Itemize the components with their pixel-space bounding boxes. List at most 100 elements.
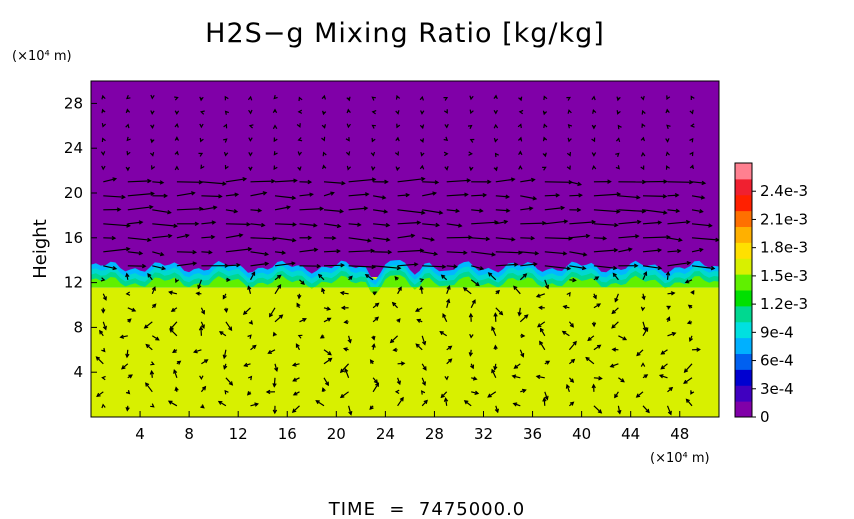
wind-arrow — [372, 195, 386, 199]
wind-arrow — [292, 405, 300, 413]
wind-arrow — [686, 399, 693, 407]
wind-arrow-head — [617, 409, 622, 415]
wind-arrow — [464, 400, 472, 407]
wind-arrow-head — [414, 307, 420, 312]
wind-arrow-head — [345, 151, 351, 157]
wind-arrow — [169, 328, 178, 337]
wind-arrow-head — [125, 353, 130, 359]
wind-arrow — [569, 251, 587, 256]
wind-arrow — [299, 223, 317, 227]
wind-arrow-head — [396, 265, 402, 271]
wind-arrow-head — [100, 151, 106, 156]
wind-arrow-head — [174, 96, 179, 101]
wind-arrow-head — [708, 223, 713, 228]
wind-arrow-head — [346, 96, 351, 102]
wind-arrow — [495, 263, 518, 267]
wind-arrow — [520, 195, 537, 200]
wind-arrow-head — [487, 179, 492, 185]
wind-arrow-head — [163, 193, 169, 199]
wind-arrow-head — [101, 122, 107, 128]
wind-arrow — [618, 195, 640, 199]
wind-arrow-head — [636, 195, 641, 200]
wind-arrow-head — [591, 124, 597, 130]
wind-arrow-head — [309, 192, 314, 197]
wind-arrow-head — [370, 248, 375, 254]
wind-arrow — [249, 272, 256, 281]
wind-arrow — [512, 375, 521, 379]
wind-arrow-head — [125, 246, 131, 252]
chart-title: H2S−g Mixing Ratio [kg/kg] — [205, 18, 605, 49]
wind-arrow-head — [374, 316, 380, 321]
wind-arrow-head — [271, 178, 276, 184]
wind-arrow-head — [419, 278, 425, 283]
wind-arrow-head — [400, 361, 406, 366]
wind-arrow-head — [614, 393, 619, 399]
wind-arrow-head — [313, 247, 319, 252]
wind-arrow-head — [493, 137, 499, 143]
wind-arrow-head — [432, 191, 438, 196]
wind-arrow-head — [614, 222, 619, 228]
wind-arrow — [471, 251, 495, 256]
colorbar-tick-label: 9e-4 — [760, 323, 794, 341]
wind-arrow-head — [321, 287, 326, 293]
wind-arrow-head — [701, 180, 707, 186]
wind-arrow-head — [126, 136, 131, 142]
wind-arrow — [274, 314, 283, 323]
wind-arrow-head — [292, 391, 298, 396]
wind-arrow-head — [297, 334, 303, 339]
y-axis-label: Height — [30, 219, 51, 279]
wind-arrow-head — [518, 96, 523, 102]
wind-arrow-head — [371, 96, 376, 101]
wind-arrow-head — [463, 400, 469, 405]
wind-arrow-head — [491, 326, 496, 331]
wind-arrow-head — [633, 263, 639, 268]
wind-arrow-head — [322, 164, 327, 170]
wind-arrow-head — [375, 382, 380, 387]
wind-arrow-head — [346, 108, 351, 114]
wind-arrow — [642, 221, 662, 225]
wind-arrow-head — [421, 381, 426, 387]
wind-arrow-head — [336, 248, 341, 254]
wind-arrow-head — [472, 376, 478, 381]
wind-arrow — [127, 237, 151, 241]
wind-arrow-head — [640, 95, 645, 101]
wind-arrow — [250, 209, 262, 212]
wind-arrow-head — [686, 320, 692, 325]
wind-arrow-head — [674, 193, 680, 198]
wind-arrow-head — [563, 219, 569, 224]
wind-arrow-head — [347, 338, 352, 344]
wind-arrow — [422, 209, 443, 214]
wind-arrow — [667, 181, 693, 183]
wind-arrow-head — [534, 251, 540, 256]
wind-arrow-head — [535, 293, 541, 298]
wind-arrow-head — [228, 326, 233, 332]
wind-arrow-head — [174, 136, 180, 141]
wind-arrow-head — [538, 305, 543, 310]
wind-arrow-head — [690, 289, 695, 295]
wind-arrow-head — [208, 250, 213, 255]
wind-arrow-head — [150, 191, 155, 196]
wind-arrow-head — [102, 325, 107, 331]
wind-arrow-head — [453, 264, 458, 269]
wind-arrow-head — [457, 223, 463, 228]
wind-arrow — [127, 251, 143, 255]
wind-arrow — [667, 194, 679, 197]
wind-arrow-head — [612, 272, 617, 278]
wind-arrow-head — [596, 344, 602, 349]
wind-arrow-head — [167, 233, 173, 239]
wind-arrow-head — [665, 165, 670, 170]
wind-arrow-head — [339, 368, 345, 374]
wind-arrow-head — [471, 299, 476, 304]
wind-arrow-head — [699, 209, 704, 214]
wind-arrow-head — [503, 219, 509, 225]
wind-arrow — [323, 377, 329, 386]
wind-arrow-head — [542, 110, 548, 116]
wind-arrow — [642, 209, 667, 214]
wind-arrow — [691, 181, 706, 184]
wind-arrow-head — [364, 273, 370, 279]
wind-arrow — [323, 264, 344, 267]
wind-arrow — [176, 262, 197, 267]
wind-arrow-head — [192, 261, 198, 266]
wind-arrow — [642, 249, 661, 253]
wind-arrow — [440, 391, 448, 398]
